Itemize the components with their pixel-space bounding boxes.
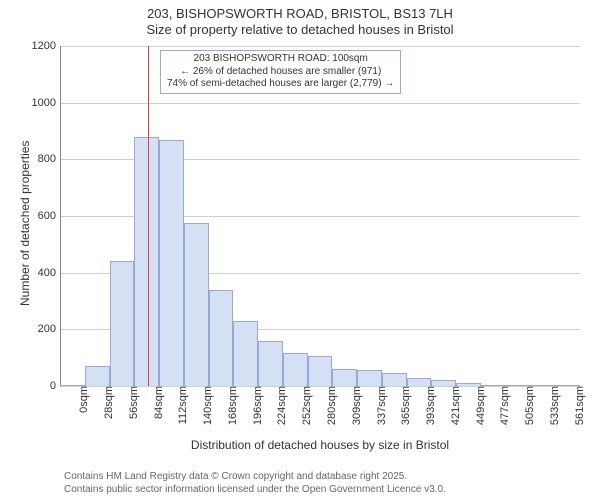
histogram-bar — [110, 261, 135, 386]
y-axis-line — [60, 46, 61, 386]
xtick-label: 477sqm — [497, 386, 511, 425]
ytick-label: 400 — [38, 267, 60, 279]
xtick-label: 84sqm — [151, 386, 165, 419]
ytick-label: 600 — [38, 210, 60, 222]
xtick-label: 421sqm — [448, 386, 462, 425]
xtick-label: 280sqm — [324, 386, 338, 425]
xtick-label: 28sqm — [101, 386, 115, 419]
xtick-label: 224sqm — [274, 386, 288, 425]
footer-note: Contains HM Land Registry data © Crown c… — [64, 470, 446, 496]
ytick-label: 1200 — [32, 40, 60, 52]
annotation-line: 74% of semi-detached houses are larger (… — [167, 78, 394, 91]
annotation-line: ← 26% of detached houses are smaller (97… — [167, 66, 394, 79]
xtick-label: 168sqm — [225, 386, 239, 425]
xtick-label: 252sqm — [299, 386, 313, 425]
gridline — [60, 103, 580, 104]
xtick-label: 140sqm — [200, 386, 214, 425]
y-axis-title: Number of detached properties — [18, 141, 32, 306]
histogram-bar — [258, 341, 283, 386]
xtick-label: 449sqm — [473, 386, 487, 425]
chart-container: 203, BISHOPSWORTH ROAD, BRISTOL, BS13 7L… — [0, 0, 600, 500]
ytick-label: 200 — [38, 323, 60, 335]
histogram-bar — [332, 369, 357, 386]
ytick-label: 1000 — [32, 97, 60, 109]
xtick-label: 393sqm — [423, 386, 437, 425]
ytick-label: 0 — [50, 380, 60, 392]
chart-title-line1: 203, BISHOPSWORTH ROAD, BRISTOL, BS13 7L… — [0, 6, 600, 22]
x-axis-title: Distribution of detached houses by size … — [60, 438, 580, 452]
histogram-bar — [382, 373, 407, 386]
footer-line1: Contains HM Land Registry data © Crown c… — [64, 470, 446, 483]
xtick-label: 309sqm — [349, 386, 363, 425]
annotation-line: 203 BISHOPSWORTH ROAD: 100sqm — [167, 53, 394, 66]
histogram-bar — [233, 321, 258, 386]
xtick-label: 365sqm — [398, 386, 412, 425]
xtick-label: 561sqm — [572, 386, 586, 425]
histogram-bar — [184, 223, 209, 386]
chart-title-line2: Size of property relative to detached ho… — [0, 22, 600, 38]
histogram-bar — [85, 366, 110, 386]
histogram-bar — [407, 378, 432, 387]
xtick-label: 0sqm — [76, 386, 90, 413]
xtick-label: 533sqm — [547, 386, 561, 425]
chart-title-block: 203, BISHOPSWORTH ROAD, BRISTOL, BS13 7L… — [0, 0, 600, 39]
footer-line2: Contains public sector information licen… — [64, 483, 446, 496]
histogram-bar — [209, 290, 234, 386]
xtick-label: 112sqm — [175, 386, 189, 424]
highlight-marker-line — [148, 46, 149, 386]
annotation-box: 203 BISHOPSWORTH ROAD: 100sqm← 26% of de… — [160, 50, 401, 94]
histogram-bar — [308, 356, 333, 386]
histogram-bar — [283, 353, 308, 386]
histogram-bar — [134, 137, 159, 386]
histogram-bar — [357, 370, 382, 386]
xtick-label: 505sqm — [522, 386, 536, 425]
xtick-label: 337sqm — [374, 386, 388, 425]
histogram-bar — [159, 140, 184, 387]
xtick-label: 196sqm — [250, 386, 264, 425]
gridline — [60, 46, 580, 47]
plot-area: 0200400600800100012000sqm28sqm56sqm84sqm… — [60, 46, 580, 386]
xtick-label: 56sqm — [126, 386, 140, 419]
ytick-label: 800 — [38, 153, 60, 165]
